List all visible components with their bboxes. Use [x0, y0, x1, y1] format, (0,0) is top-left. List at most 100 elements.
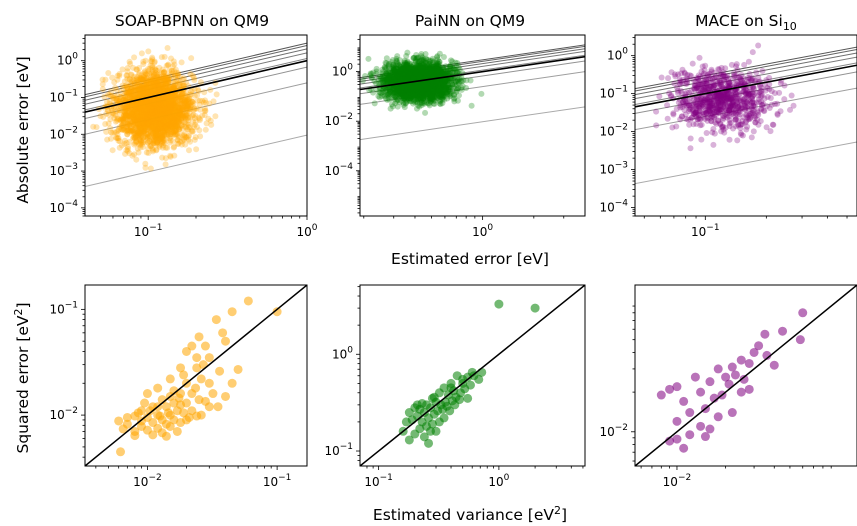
scatter-point — [151, 110, 158, 117]
scatter-point — [168, 96, 175, 103]
scatter-point — [155, 107, 162, 114]
scatter-point — [170, 115, 177, 122]
scatter-point — [128, 119, 135, 126]
scatter-point — [124, 113, 131, 120]
scatter-point — [124, 104, 131, 111]
scatter-point — [158, 119, 165, 126]
scatter-point — [125, 129, 132, 136]
scatter-point — [144, 123, 151, 130]
scatter-point — [151, 111, 158, 118]
scatter-point — [181, 123, 188, 130]
scatter-point — [156, 110, 163, 117]
scatter-point — [161, 113, 168, 120]
scatter-point — [173, 111, 180, 118]
scatter-point — [156, 87, 163, 94]
scatter-point — [131, 86, 138, 93]
scatter-point — [167, 102, 174, 109]
scatter-point — [155, 87, 162, 94]
scatter-point — [149, 100, 156, 107]
scatter-point — [153, 116, 160, 123]
scatter-point — [147, 99, 154, 106]
scatter-point — [140, 84, 147, 91]
scatter-point — [163, 95, 170, 102]
scatter-point — [393, 70, 400, 77]
scatter-point — [116, 98, 123, 105]
scatter-point — [171, 113, 178, 120]
scatter-point — [156, 135, 163, 142]
scatter-point — [152, 120, 159, 127]
scatter-point — [160, 108, 167, 115]
scatter-point — [406, 73, 413, 80]
scatter-point — [102, 76, 109, 83]
scatter-point — [145, 91, 152, 98]
scatter-point — [168, 92, 175, 99]
scatter-point — [156, 125, 163, 132]
scatter-point — [378, 93, 385, 100]
scatter-point — [129, 119, 136, 126]
scatter-point — [159, 134, 166, 141]
scatter-point — [158, 111, 165, 118]
scatter-point — [178, 59, 185, 66]
scatter-point — [185, 136, 192, 143]
scatter-point — [156, 132, 163, 139]
scatter-point — [450, 92, 457, 99]
scatter-point — [134, 114, 141, 121]
scatter-point — [158, 108, 165, 115]
scatter-point — [136, 100, 143, 107]
scatter-point — [170, 112, 177, 119]
scatter-point — [417, 72, 424, 79]
scatter-point — [165, 131, 172, 138]
scatter-point — [153, 116, 160, 123]
scatter-point — [131, 102, 138, 109]
scatter-point — [136, 70, 143, 77]
scatter-point — [140, 119, 147, 126]
scatter-point — [162, 80, 169, 87]
scatter-point — [119, 116, 126, 123]
scatter-point — [142, 84, 149, 91]
scatter-point — [159, 86, 166, 93]
scatter-point — [181, 100, 188, 107]
scatter-point — [160, 104, 167, 111]
scatter-point — [136, 130, 143, 137]
scatter-point — [132, 104, 139, 111]
scatter-point — [175, 114, 182, 121]
scatter-point — [134, 106, 141, 113]
scatter-point — [161, 53, 168, 60]
scatter-point — [146, 133, 153, 140]
scatter-point — [177, 107, 184, 114]
scatter-point — [478, 90, 485, 97]
scatter-point — [186, 94, 193, 101]
scatter-point — [166, 135, 173, 142]
scatter-point — [151, 74, 158, 81]
scatter-point — [124, 145, 131, 152]
scatter-point — [178, 115, 185, 122]
scatter-point — [150, 82, 157, 89]
scatter-point — [433, 81, 440, 88]
scatter-point — [162, 101, 169, 108]
scatter-point — [141, 91, 148, 98]
scatter-point — [122, 106, 129, 113]
scatter-point — [185, 114, 192, 121]
scatter-point — [177, 78, 184, 85]
scatter-point — [128, 104, 135, 111]
scatter-point — [406, 65, 413, 72]
scatter-point — [136, 89, 143, 96]
scatter-point — [164, 104, 171, 111]
scatter-point — [161, 123, 168, 130]
scatter-point — [140, 74, 147, 81]
scatter-point — [187, 138, 194, 145]
scatter-point — [158, 112, 165, 119]
scatter-point — [154, 77, 161, 84]
scatter-point — [127, 106, 134, 113]
scatter-point — [120, 85, 127, 92]
scatter-point — [187, 71, 194, 78]
scatter-point — [174, 96, 181, 103]
x-tick-label-base: 10 — [296, 225, 311, 239]
scatter-point — [162, 97, 169, 104]
scatter-point — [155, 123, 162, 130]
scatter-point — [116, 72, 123, 79]
scatter-point — [170, 114, 177, 121]
scatter-point — [156, 106, 163, 113]
scatter-point — [172, 117, 179, 124]
scatter-point — [142, 82, 149, 89]
